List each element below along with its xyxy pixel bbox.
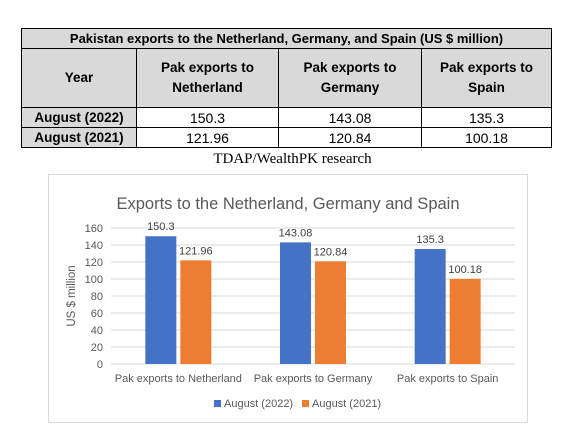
data-label: 100.18: [448, 264, 482, 276]
x-tick-label: Pak exports to Netherland: [115, 373, 242, 385]
y-tick-label: 60: [91, 308, 103, 320]
y-tick-label: 140: [85, 240, 103, 252]
table-row: August (2021) 121.96 120.84 100.18: [21, 127, 552, 148]
exports-table: Pakistan exports to the Netherland, Germ…: [21, 28, 552, 148]
x-tick-label: Pak exports to Spain: [397, 373, 499, 385]
data-label: 135.3: [416, 234, 444, 246]
cell-germany: 143.08: [278, 107, 422, 128]
legend-label: August (2021): [312, 398, 381, 410]
data-label: 121.96: [179, 245, 213, 257]
bar: [315, 261, 346, 364]
cell-netherland: 121.96: [136, 127, 279, 148]
legend-swatch: [302, 400, 309, 407]
bar: [180, 260, 212, 364]
data-label: 143.08: [279, 227, 313, 239]
y-tick-label: 120: [85, 257, 103, 269]
y-tick-label: 20: [91, 342, 103, 354]
bar: [414, 248, 446, 364]
chart-frame: Exports to the Netherland, Germany and S…: [48, 174, 528, 423]
header-spain: Pak exports to Spain: [421, 48, 552, 108]
y-tick-label: 100: [85, 274, 103, 286]
cell-germany: 120.84: [278, 127, 422, 148]
data-label: 150.3: [147, 221, 175, 233]
cell-spain: 100.18: [421, 127, 552, 148]
y-axis-label: US $ million: [66, 265, 78, 326]
legend-label: August (2022): [224, 398, 293, 410]
bar-chart: Exports to the Netherland, Germany and S…: [66, 195, 515, 410]
y-tick-label: 0: [97, 359, 103, 371]
data-label: 120.84: [314, 246, 348, 258]
bar: [449, 278, 481, 364]
x-tick-label: Pak exports to Germany: [254, 373, 373, 385]
cell-spain: 135.3: [421, 107, 552, 128]
bar: [280, 242, 311, 364]
header-netherland: Pak exports to Netherland: [136, 48, 279, 108]
y-tick-label: 40: [91, 325, 103, 337]
source-caption: TDAP/WealthPK research: [213, 151, 372, 167]
table-row: August (2022) 150.3 143.08 135.3: [21, 107, 552, 128]
table-title: Pakistan exports to the Netherland, Germ…: [21, 28, 552, 49]
y-tick-label: 80: [91, 291, 103, 303]
header-germany: Pak exports to Germany: [278, 48, 422, 108]
cell-netherland: 150.3: [136, 107, 279, 128]
y-tick-label: 160: [85, 223, 103, 235]
chart-title: Exports to the Netherland, Germany and S…: [116, 195, 459, 213]
bar: [145, 236, 177, 364]
cell-year: August (2021): [21, 127, 137, 148]
cell-year: August (2022): [21, 107, 137, 128]
header-year: Year: [21, 48, 137, 108]
legend-swatch: [214, 400, 221, 407]
